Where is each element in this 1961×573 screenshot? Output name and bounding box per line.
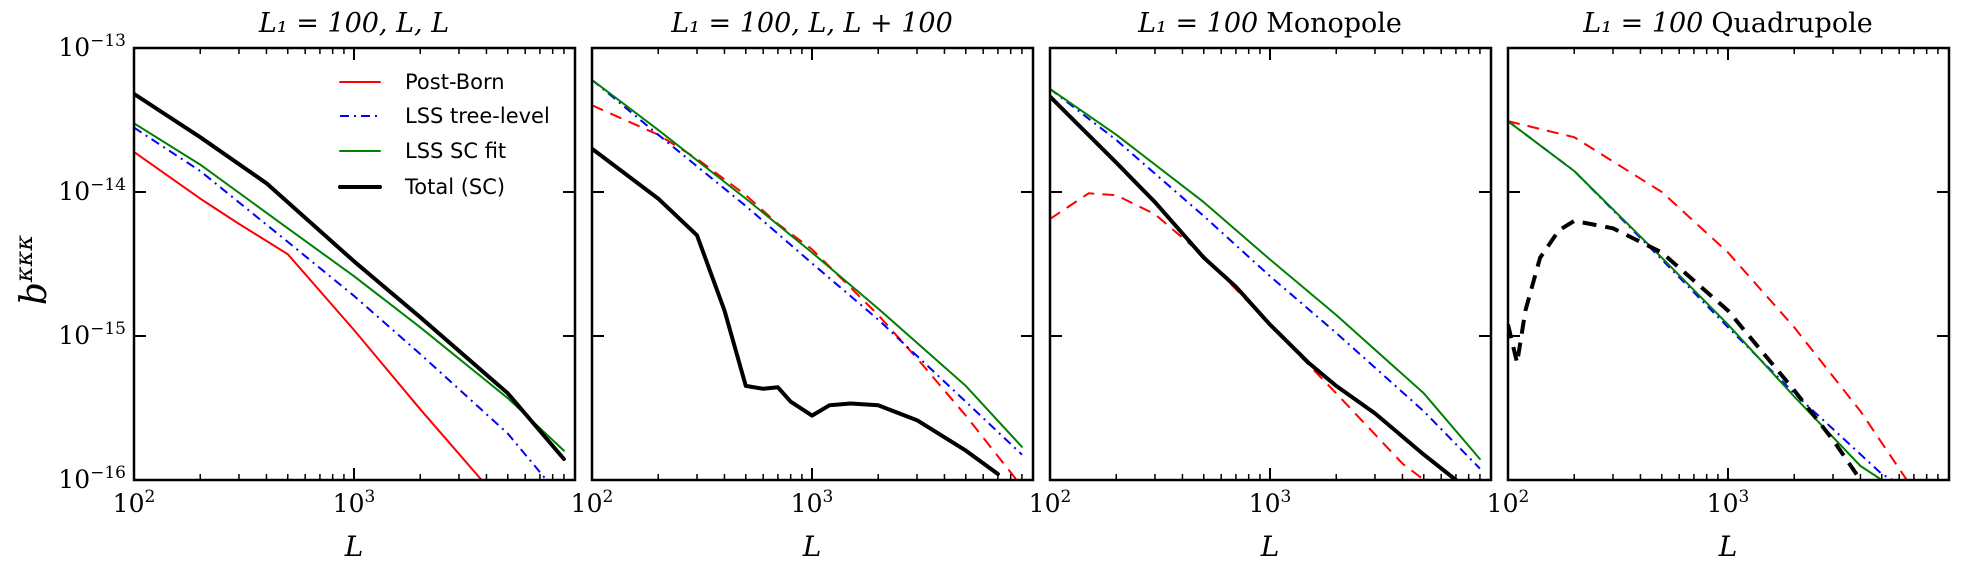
panel-4-plot-area xyxy=(1508,120,1908,480)
panel-1-series-post-born xyxy=(134,150,483,480)
panel-1-series-lss-sc-fit xyxy=(134,122,565,452)
ytick-label-1e-15: 10−15 xyxy=(58,319,126,350)
panel-3-x-axis-label: L xyxy=(1260,530,1280,563)
panel-1-title: L₁ = 100, L, L xyxy=(258,8,449,39)
panel-3-plot-area xyxy=(1050,87,1481,480)
panel-3-series-lss-sc-fit xyxy=(1050,87,1481,460)
panel-2-series-total-sc xyxy=(592,146,1000,476)
panel-3-series-post-born xyxy=(1050,192,1426,480)
panel-3-title: L₁ = 100 Monopole xyxy=(1137,8,1402,39)
panel-4-series-lss-tree-level xyxy=(1508,120,1894,480)
legend: Post-Born LSS tree-level LSS SC fit Tota… xyxy=(338,70,550,199)
panel-3-ticks xyxy=(1049,47,1491,481)
panel-2-x-axis-label: L xyxy=(802,530,822,563)
ytick-label-1e-14: 10−14 xyxy=(58,175,126,206)
legend-label-total-sc: Total (SC) xyxy=(404,175,505,199)
panel-2-xtick-label-1000: 103 xyxy=(791,487,834,518)
panel-2: L₁ = 100, L, L + 100 102 103 L xyxy=(571,8,1035,563)
panel-2-xtick-label-100: 102 xyxy=(571,487,614,518)
panel-4-xtick-label-100: 102 xyxy=(1487,487,1530,518)
panel-4-xtick-label-1000: 103 xyxy=(1707,487,1750,518)
y-axis-label: bκκκ xyxy=(10,235,55,306)
panel-1: L₁ = 100, L, L 102 103 L 10−13 10−14 10−… xyxy=(58,8,577,563)
panel-4-series-total-sc xyxy=(1508,218,1863,480)
panel-3-frame xyxy=(1048,46,1493,482)
ytick-label-1e-13: 10−13 xyxy=(58,31,126,62)
panel-3-series-total-sc xyxy=(1050,94,1458,480)
panel-1-series-lss-tree-level xyxy=(134,126,548,480)
ytick-label-1e-16: 10−16 xyxy=(58,463,126,494)
panel-2-series-lss-tree-level xyxy=(592,79,1023,456)
panel-3-xtick-label-100: 102 xyxy=(1029,487,1072,518)
panel-4-series-post-born xyxy=(1508,120,1908,480)
panel-1-plot-area xyxy=(134,91,566,480)
panel-2-series-lss-sc-fit xyxy=(592,78,1023,448)
panel-1-xtick-label-1000: 103 xyxy=(333,487,376,518)
legend-label-lss-tree-level: LSS tree-level xyxy=(405,104,550,128)
panel-2-frame xyxy=(590,46,1035,482)
panel-2-title: L₁ = 100, L, L + 100 xyxy=(670,8,953,39)
panel-3-series-lss-tree-level xyxy=(1050,88,1481,470)
panel-4-frame xyxy=(1506,46,1951,482)
panel-4: L₁ = 100 Quadrupole 102 103 L xyxy=(1487,8,1951,563)
panel-4-title: L₁ = 100 Quadrupole xyxy=(1582,8,1872,39)
panel-1-x-axis-label: L xyxy=(344,530,364,563)
panel-1-series-total-sc xyxy=(134,91,566,461)
legend-label-post-born: Post-Born xyxy=(405,70,505,94)
panel-4-x-axis-label: L xyxy=(1718,530,1738,563)
panel-2-plot-area xyxy=(592,78,1023,480)
panel-3: L₁ = 100 Monopole 102 103 L xyxy=(1029,8,1493,563)
panel-4-ticks xyxy=(1507,47,1949,481)
panel-3-xtick-label-1000: 103 xyxy=(1249,487,1292,518)
panel-4-series-lss-sc-fit xyxy=(1508,120,1883,480)
panel-2-series-post-born xyxy=(592,104,1018,480)
panel-1-xtick-label-100: 102 xyxy=(113,487,156,518)
legend-label-lss-sc-fit: LSS SC fit xyxy=(405,139,506,163)
panel-1-frame xyxy=(132,46,577,482)
